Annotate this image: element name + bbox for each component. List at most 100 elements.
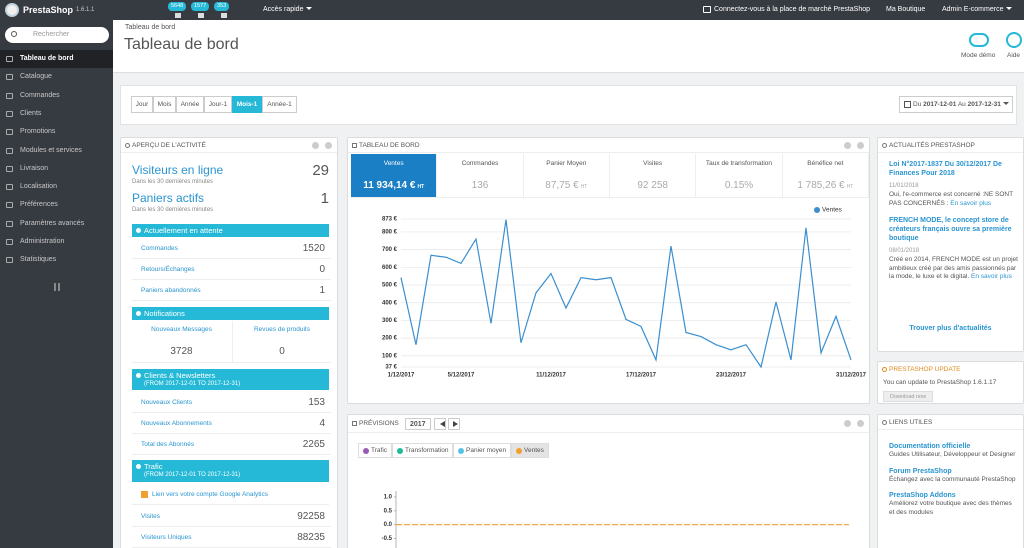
menu-item[interactable]: Commandes — [0, 87, 113, 105]
badge[interactable]: 1577 — [191, 2, 210, 11]
news-link[interactable]: En savoir plus — [950, 199, 992, 207]
link-title[interactable]: Documentation officielle — [889, 443, 971, 450]
stat-label[interactable]: Total des Abonnés — [141, 441, 195, 448]
menu-item[interactable]: Localisation — [0, 178, 113, 196]
menu-item[interactable]: Livraison — [0, 160, 113, 178]
period-button[interactable]: Mois-1 — [232, 96, 262, 113]
forecast-panel: PRÉVISIONS 2017 Trafic Transformation Pani… — [347, 414, 870, 548]
menu-item[interactable]: Tableau de bord — [0, 50, 113, 68]
config-button[interactable] — [312, 142, 319, 149]
notification-value: 0 — [279, 346, 285, 357]
menu-label: Promotions — [20, 128, 56, 136]
shop-link[interactable]: Ma Boutique — [886, 6, 926, 13]
stat-row: Total des Abonnés 2265 — [132, 434, 331, 455]
brand[interactable]: PrestaShop — [23, 5, 74, 15]
stat-label[interactable]: Visiteurs Uniques — [141, 534, 192, 541]
marketplace-link[interactable]: Connectez-vous à la place de marché Pres… — [714, 6, 871, 13]
kpi-number: 92 258 — [637, 180, 668, 191]
carts-label[interactable]: Paniers actifs — [132, 191, 205, 205]
kpi-tab[interactable]: Visites 92 258 — [610, 154, 697, 198]
kpi-label: Commandes — [461, 160, 499, 167]
user-menu[interactable]: Admin E-commerce — [942, 6, 1013, 13]
menu-item[interactable]: Paramètres avancés — [0, 215, 113, 233]
stat-label[interactable]: Commandes — [141, 245, 178, 252]
kpi-tab[interactable]: Panier Moyen 87,75 € HT — [523, 154, 610, 198]
link-title[interactable]: PrestaShop Addons — [889, 492, 956, 499]
menu-icon — [6, 56, 13, 62]
link-title[interactable]: Forum PrestaShop — [889, 467, 952, 475]
menu-item[interactable]: Modules et services — [0, 142, 113, 160]
menu-item[interactable]: Statistiques — [0, 251, 113, 269]
analytics-link[interactable]: Lien vers votre compte Google Analytics — [152, 491, 268, 498]
menu-label: Catalogue — [20, 73, 52, 81]
demo-label[interactable]: Mode démo — [961, 52, 996, 59]
refresh-button[interactable] — [857, 420, 864, 427]
period-button[interactable]: Mois — [153, 96, 176, 113]
menu-item[interactable]: Catalogue — [0, 68, 113, 86]
news-title[interactable]: Loi N°2017-1837 Du 30/12/2017 De Finance… — [889, 161, 1002, 177]
stat-label[interactable]: Nouveaux Clients — [141, 399, 192, 406]
online-note: Dans les 30 dernières minutes — [132, 179, 214, 185]
stat-label[interactable]: Visites — [141, 513, 161, 520]
kpi-suffix: HT — [846, 184, 854, 190]
search-box[interactable]: Rechercher — [5, 27, 109, 43]
menu-label: Paramètres avancés — [20, 219, 85, 227]
period-button[interactable]: Année-1 — [262, 96, 297, 113]
quick-access[interactable]: Accès rapide — [263, 6, 313, 13]
period-button[interactable]: Jour-1 — [204, 96, 232, 113]
menu-item[interactable]: Promotions — [0, 123, 113, 141]
panel-icon — [352, 421, 357, 426]
stat-label[interactable]: Retours/Échanges — [141, 266, 195, 273]
notification-label[interactable]: Revues de produits — [253, 326, 310, 333]
collapse-toggle[interactable] — [54, 283, 60, 291]
news-title[interactable]: FRENCH MODE, le concept store de créateu… — [889, 217, 1012, 242]
date-picker[interactable]: Du 2017-12-01 Au 2017-12-31 — [899, 96, 1013, 113]
x-tick-label: 31/12/2017 — [836, 373, 867, 379]
activity-panel: APERÇU DE L'ACTIVITÉ Visiteurs en ligne … — [120, 137, 338, 548]
next-year[interactable] — [448, 418, 460, 430]
prev-year[interactable] — [434, 418, 446, 430]
config-button[interactable] — [844, 420, 851, 427]
badge[interactable]: 5648 — [168, 2, 187, 11]
legend-tab[interactable]: Panier moyen — [453, 443, 512, 458]
legend-tab[interactable]: Trafic — [358, 443, 393, 458]
legend-tab[interactable]: Transformation — [392, 443, 454, 458]
refresh-button[interactable] — [857, 142, 864, 149]
config-button[interactable] — [844, 142, 851, 149]
panel-title: PRESTASHOP UPDATE — [889, 366, 961, 373]
menu-item[interactable]: Préférences — [0, 196, 113, 214]
logo[interactable] — [5, 3, 19, 17]
menu-icon — [6, 202, 13, 209]
kpi-tab[interactable]: Ventes 11 934,14 € HT — [351, 154, 438, 198]
kpi-tab[interactable]: Bénéfice net 1 785,26 € HT — [782, 154, 869, 198]
menu-label: Statistiques — [20, 256, 57, 264]
menu-item[interactable]: Administration — [0, 233, 113, 251]
stat-value: 4 — [319, 418, 325, 429]
badge[interactable]: 353 — [214, 2, 230, 11]
news-summary: Oui, l'e-commerce est concerné :NE SONT … — [889, 191, 1013, 207]
legend-tab[interactable]: Ventes — [511, 443, 549, 458]
forecast-legend: Trafic Transformation Panier moyen Ventes — [358, 443, 658, 458]
period-button[interactable]: Année — [176, 96, 204, 113]
more-news[interactable]: Trouver plus d'actualités — [909, 325, 992, 332]
stat-label[interactable]: Paniers abandonnés — [141, 287, 201, 294]
useful-link: PrestaShop Addons Améliorez votre boutiqu… — [889, 491, 1019, 517]
year-select[interactable]: 2017 — [405, 418, 431, 430]
notification-label[interactable]: Nouveaux Messages — [151, 326, 212, 333]
breadcrumb[interactable]: Tableau de bord — [125, 24, 176, 31]
help-icon[interactable] — [1006, 32, 1022, 48]
refresh-button[interactable] — [325, 142, 332, 149]
demo-toggle[interactable] — [969, 33, 989, 47]
menu-item[interactable]: Clients — [0, 105, 113, 123]
kpi-tab[interactable]: Taux de transformation 0.15% — [696, 154, 783, 198]
kpi-label: Taux de transformation — [705, 160, 773, 167]
stat-label[interactable]: Nouveaux Abonnements — [141, 420, 212, 427]
panel-header: APERÇU DE L'ACTIVITÉ — [121, 138, 337, 153]
news-link[interactable]: En savoir plus — [971, 273, 1012, 280]
kpi-tab[interactable]: Commandes 136 — [437, 154, 524, 198]
kpi-tabs: Ventes 11 934,14 € HT Commandes 136 Panier Mo… — [351, 138, 869, 199]
online-label[interactable]: Visiteurs en ligne — [132, 163, 224, 177]
help-label[interactable]: Aide — [1007, 52, 1021, 59]
period-button[interactable]: Jour — [131, 96, 153, 113]
download-button[interactable]: Download now — [883, 391, 934, 402]
